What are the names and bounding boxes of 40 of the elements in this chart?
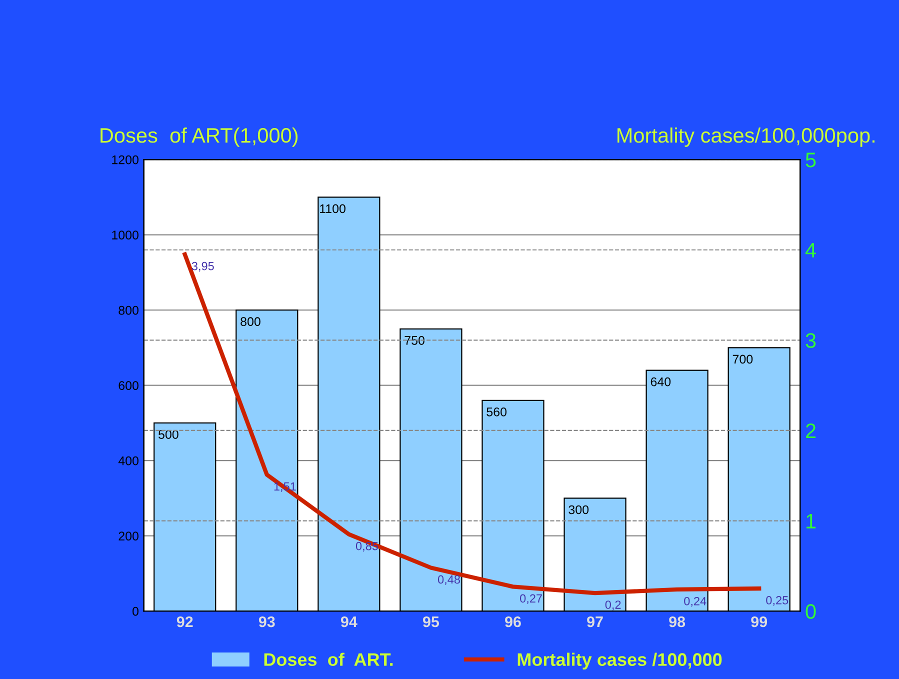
legend-label: Mortality cases /100,000	[518, 652, 722, 670]
y-tick-label: 600	[118, 381, 138, 390]
y2-tick-label: 1	[806, 514, 816, 528]
data-label: 1100	[320, 204, 346, 214]
data-label: 750	[404, 336, 424, 345]
data-label: 560	[486, 407, 507, 416]
y-tick-label: 400	[118, 456, 138, 466]
x-tick-label: 94	[340, 616, 358, 628]
data-label: 0,25	[766, 596, 788, 606]
y-tick-label: 200	[118, 532, 138, 540]
x-tick-label: 99	[751, 616, 768, 628]
y-tick-label: 0	[132, 606, 138, 616]
x-tick-label: 97	[587, 616, 603, 628]
x-tick-label: 93	[258, 616, 275, 628]
data-label: 0,27	[520, 594, 542, 604]
x-tick-label: 96	[505, 616, 521, 628]
data-label: 0,48	[438, 575, 460, 586]
line-series	[182, 252, 762, 596]
y2-tick-label: 5	[806, 152, 816, 168]
x-tick-label: 92	[176, 616, 193, 628]
y2-tick-label: 2	[806, 423, 816, 438]
legend-label: Doses of ART.	[264, 652, 393, 666]
data-label: 300	[568, 505, 589, 514]
data-label: 640	[650, 377, 671, 386]
data-label: 0,2	[605, 600, 621, 610]
y2-tick-label: 0	[806, 604, 816, 619]
data-label: 0,85	[356, 542, 378, 552]
y2-axis-title: Mortality cases/100,000pop.	[618, 127, 874, 147]
y-axis-title: Doses of ART(1,000)	[100, 127, 298, 147]
x-tick-label: 95	[422, 616, 440, 628]
y-tick-label: 800	[118, 306, 138, 315]
data-label: 0,24	[684, 596, 706, 607]
data-label: 3,95	[192, 262, 214, 272]
y2-tick-label: 4	[805, 243, 816, 258]
y2-tick-label: 3	[806, 333, 816, 348]
x-tick-label: 98	[669, 616, 686, 628]
y-tick-label: 1200	[112, 155, 138, 164]
y-tick-label: 1000	[112, 230, 138, 240]
data-label: 700	[732, 354, 753, 364]
data-label: 800	[240, 317, 260, 326]
